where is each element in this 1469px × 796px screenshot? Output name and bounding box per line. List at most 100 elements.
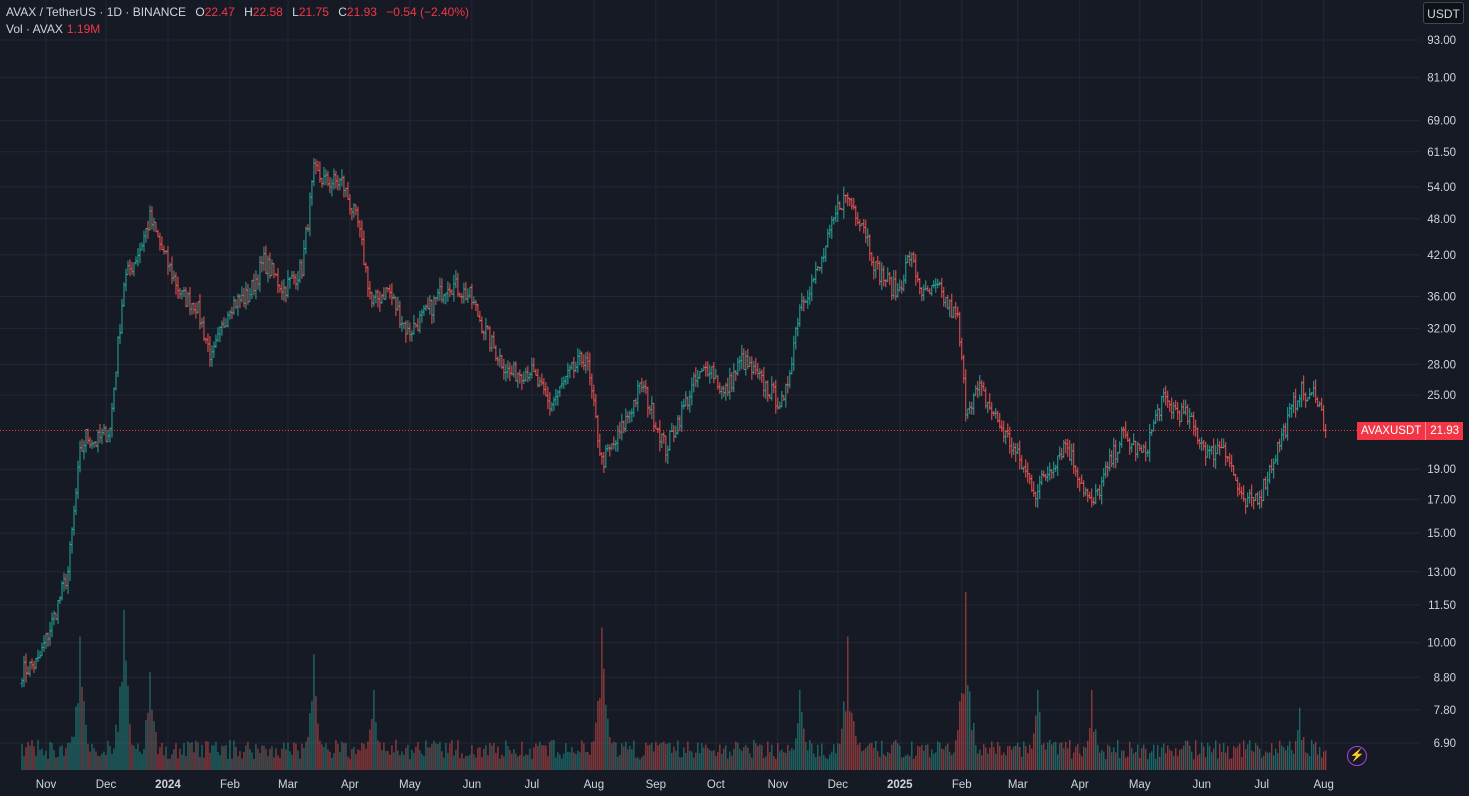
ohlc-bar <box>1172 401 1176 419</box>
ohlc-bar <box>700 367 704 373</box>
volume-bar <box>1127 756 1129 770</box>
volume-bar <box>985 747 987 770</box>
volume-value: 1.19M <box>66 22 101 36</box>
ohlc-bar <box>956 306 960 318</box>
volume-bar <box>1290 750 1293 770</box>
volume-bar <box>179 748 181 770</box>
ohlc-bar <box>650 396 654 420</box>
volume-bar <box>535 743 537 770</box>
volume-bar <box>1047 742 1049 770</box>
ohlc-bar <box>1104 461 1108 479</box>
volume-bar <box>405 747 407 770</box>
ohlc-bar <box>520 373 524 391</box>
ohlc-bar <box>1250 484 1254 507</box>
close-label: C <box>338 5 347 19</box>
volume-bar <box>765 756 767 770</box>
volume-bar <box>893 741 895 770</box>
volume-bar <box>863 750 865 770</box>
ohlc-bar <box>998 412 1002 429</box>
price-axis[interactable]: 93.00 81.00 69.00 61.50 54.00 48.00 42.00 36.00… <box>1427 35 1456 750</box>
volume-bar <box>229 740 231 770</box>
volume-bar <box>123 609 125 770</box>
volume-bar <box>957 730 959 770</box>
volume-bar <box>1316 754 1319 770</box>
ohlc-bar <box>828 224 832 238</box>
volume-bar <box>511 753 513 770</box>
volume-bar <box>927 744 929 770</box>
ohlc-bar <box>444 292 448 305</box>
volume-bar <box>997 742 999 770</box>
volume-bar <box>875 740 877 770</box>
volume-bar <box>1065 741 1067 770</box>
ohlc-bar <box>536 368 540 388</box>
volume-bar <box>1171 751 1173 770</box>
ohlc-bar <box>966 408 970 420</box>
volume-bar <box>295 743 297 770</box>
volume-bar <box>23 756 25 770</box>
volume-bar <box>233 740 235 770</box>
ohlc-bar <box>1118 441 1122 454</box>
volume-bar <box>775 758 777 770</box>
volume-bar <box>469 754 471 770</box>
ohlc-bar <box>1180 402 1184 423</box>
volume-bar <box>1139 757 1141 770</box>
volume-bar <box>1201 742 1203 770</box>
ohlc-bar <box>864 219 868 244</box>
volume-bar <box>33 746 35 770</box>
symbol-title[interactable]: AVAX / TetherUS · 1D · BINANCE <box>6 5 187 19</box>
lightning-icon[interactable]: ⚡ <box>1347 746 1367 766</box>
volume-bar <box>859 742 861 770</box>
currency-button[interactable]: USDT <box>1423 2 1464 24</box>
volume-bar <box>1113 747 1115 770</box>
volume-bar <box>1039 711 1041 770</box>
x-tick-label: Dec <box>96 779 117 791</box>
ohlc-bar <box>254 270 258 300</box>
volume-bar <box>55 757 57 770</box>
volume-bar <box>451 740 453 770</box>
time-axis[interactable]: Nov Dec 2024 Feb Mar Apr May Jun Jul Aug Sep Oct Nov… <box>36 779 1334 791</box>
ohlc-bar <box>208 336 212 367</box>
volume-label[interactable]: Vol · AVAX <box>6 22 63 36</box>
volume-bar <box>1322 751 1325 770</box>
volume-bar <box>47 758 49 770</box>
volume-bar <box>441 751 443 770</box>
volume-bar <box>455 749 457 770</box>
volume-bar <box>457 740 459 770</box>
ohlc-bar <box>588 352 592 386</box>
y-tick-label: 8.80 <box>1434 672 1456 684</box>
x-tick-label: May <box>1129 779 1151 791</box>
volume-bar <box>1009 745 1011 770</box>
volume-bar <box>1083 746 1085 770</box>
volume-bar <box>855 735 857 770</box>
volume-bar <box>1183 745 1185 770</box>
ohlc-bar <box>738 355 742 372</box>
volume-bar <box>117 731 119 770</box>
volume-bar <box>1173 755 1175 770</box>
ohlc-bar <box>668 430 672 451</box>
volume-bar <box>701 743 703 770</box>
volume-bar <box>507 746 509 770</box>
volume-bar <box>127 685 129 770</box>
volume-bar <box>757 746 759 770</box>
volume-bar <box>683 747 685 770</box>
volume-bar <box>27 741 29 770</box>
ohlc-bar <box>1002 420 1006 443</box>
volume-bar <box>223 746 225 770</box>
ohlc-bar <box>764 380 768 400</box>
volume-bar <box>25 747 27 770</box>
volume-bar <box>53 750 55 770</box>
x-tick-label: Dec <box>828 779 849 791</box>
volume-bar <box>481 757 483 770</box>
volume-bar <box>539 741 541 770</box>
ohlc-bar <box>1148 424 1152 462</box>
volume-bar <box>827 758 829 770</box>
ohlc-bar <box>710 366 714 379</box>
volume-bar <box>69 742 71 770</box>
ohlc-bar <box>800 292 804 312</box>
volume-bar <box>1057 754 1059 770</box>
volume-bar <box>637 757 639 770</box>
ohlc-bar <box>1048 462 1052 481</box>
ohlc-bar <box>1170 397 1174 420</box>
ohlc-bar <box>572 356 576 379</box>
